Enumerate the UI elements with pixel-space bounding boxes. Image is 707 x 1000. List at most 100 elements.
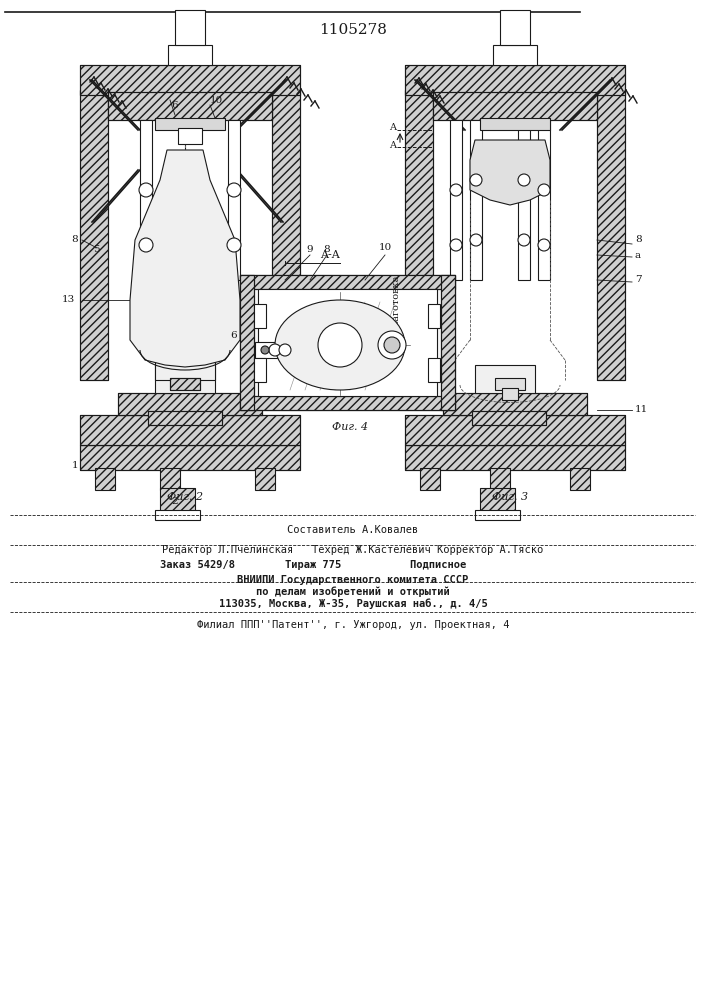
Bar bbox=[254, 358, 266, 382]
Circle shape bbox=[518, 174, 530, 186]
Text: A: A bbox=[389, 140, 396, 149]
Text: A-A: A-A bbox=[320, 250, 340, 260]
Bar bbox=[470, 120, 482, 280]
Bar bbox=[240, 275, 254, 410]
Bar bbox=[597, 90, 625, 380]
Text: Филиал ППП''Патент'', г. Ужгород, ул. Проектная, 4: Филиал ППП''Патент'', г. Ужгород, ул. Пр… bbox=[197, 620, 509, 630]
Text: 1105278: 1105278 bbox=[319, 23, 387, 37]
Bar bbox=[441, 275, 455, 410]
Circle shape bbox=[279, 344, 291, 356]
Polygon shape bbox=[470, 140, 550, 205]
Circle shape bbox=[227, 238, 241, 252]
Bar bbox=[240, 396, 455, 410]
Text: 8: 8 bbox=[71, 235, 78, 244]
Bar bbox=[255, 342, 295, 358]
Text: Фиг. 3: Фиг. 3 bbox=[492, 492, 528, 502]
Bar bbox=[80, 445, 300, 470]
Circle shape bbox=[470, 174, 482, 186]
Bar bbox=[240, 275, 455, 410]
Bar bbox=[272, 90, 300, 380]
Bar bbox=[450, 120, 462, 280]
Bar bbox=[472, 411, 546, 425]
Bar bbox=[405, 445, 625, 470]
Bar bbox=[228, 120, 240, 280]
Bar bbox=[95, 468, 115, 490]
Bar bbox=[495, 378, 525, 390]
Bar bbox=[428, 358, 440, 382]
Bar bbox=[175, 10, 205, 45]
Circle shape bbox=[378, 331, 406, 359]
Text: Заготовка: Заготовка bbox=[392, 274, 400, 326]
Bar bbox=[80, 445, 300, 470]
Text: 9: 9 bbox=[307, 245, 313, 254]
Text: 10: 10 bbox=[378, 243, 392, 252]
Circle shape bbox=[450, 239, 462, 251]
Bar bbox=[255, 468, 275, 490]
Text: Заказ 5429/8        Тираж 775           Подписное: Заказ 5429/8 Тираж 775 Подписное bbox=[160, 560, 466, 570]
Text: 6: 6 bbox=[172, 101, 178, 110]
Bar bbox=[405, 415, 625, 445]
Bar bbox=[108, 92, 272, 120]
Circle shape bbox=[261, 346, 269, 354]
Text: ВНИИПИ Государственного комитета СССР: ВНИИПИ Государственного комитета СССР bbox=[238, 575, 469, 585]
Bar bbox=[518, 120, 530, 280]
Bar bbox=[405, 90, 433, 380]
Bar bbox=[240, 396, 455, 410]
Bar bbox=[118, 393, 262, 415]
Bar bbox=[272, 90, 300, 380]
Bar bbox=[170, 378, 200, 390]
Bar bbox=[502, 388, 518, 400]
Bar bbox=[80, 90, 108, 380]
Bar bbox=[80, 415, 300, 445]
Bar bbox=[140, 120, 152, 280]
Bar bbox=[80, 65, 300, 95]
Bar bbox=[405, 90, 433, 380]
Bar bbox=[160, 468, 180, 490]
Bar bbox=[405, 415, 625, 445]
Text: 1: 1 bbox=[71, 460, 78, 470]
Circle shape bbox=[384, 337, 400, 353]
Text: 2: 2 bbox=[172, 497, 178, 506]
Text: Редактор Л.Пчелинская   Техред Ж.Кастелевич Корректор А.Тяско: Редактор Л.Пчелинская Техред Ж.Кастелеви… bbox=[163, 545, 544, 555]
Bar bbox=[493, 45, 537, 65]
Text: по делам изобретений и открытий: по делам изобретений и открытий bbox=[256, 587, 450, 597]
Text: a: a bbox=[635, 250, 641, 259]
Bar bbox=[240, 275, 455, 289]
Bar bbox=[405, 65, 625, 95]
Bar bbox=[475, 510, 520, 520]
Bar bbox=[155, 365, 215, 393]
Circle shape bbox=[538, 239, 550, 251]
Text: 113035, Москва, Ж-35, Раушская наб., д. 4/5: 113035, Москва, Ж-35, Раушская наб., д. … bbox=[218, 599, 487, 609]
Text: A: A bbox=[389, 123, 396, 132]
Bar bbox=[240, 275, 455, 289]
Text: 6: 6 bbox=[230, 330, 237, 340]
Bar bbox=[480, 118, 550, 130]
Circle shape bbox=[227, 183, 241, 197]
Bar bbox=[428, 304, 440, 328]
Bar bbox=[597, 90, 625, 380]
Bar bbox=[490, 468, 510, 490]
Bar bbox=[155, 360, 215, 380]
Bar bbox=[405, 445, 625, 470]
Text: 13: 13 bbox=[62, 296, 75, 304]
Circle shape bbox=[139, 183, 153, 197]
Bar bbox=[155, 510, 200, 520]
Circle shape bbox=[450, 184, 462, 196]
Bar bbox=[475, 365, 535, 393]
Bar bbox=[433, 92, 597, 120]
Text: 8: 8 bbox=[324, 245, 330, 254]
Circle shape bbox=[318, 323, 362, 367]
Bar bbox=[254, 304, 266, 328]
Bar bbox=[405, 65, 625, 95]
Text: Фиг. 4: Фиг. 4 bbox=[332, 422, 368, 432]
Text: 11: 11 bbox=[635, 406, 648, 414]
Bar bbox=[160, 488, 195, 513]
Polygon shape bbox=[130, 150, 240, 367]
Bar bbox=[258, 289, 437, 396]
Bar bbox=[170, 378, 200, 390]
Circle shape bbox=[518, 234, 530, 246]
Bar bbox=[80, 90, 108, 380]
Bar bbox=[148, 411, 222, 425]
Bar bbox=[480, 488, 515, 513]
Bar bbox=[178, 128, 202, 144]
